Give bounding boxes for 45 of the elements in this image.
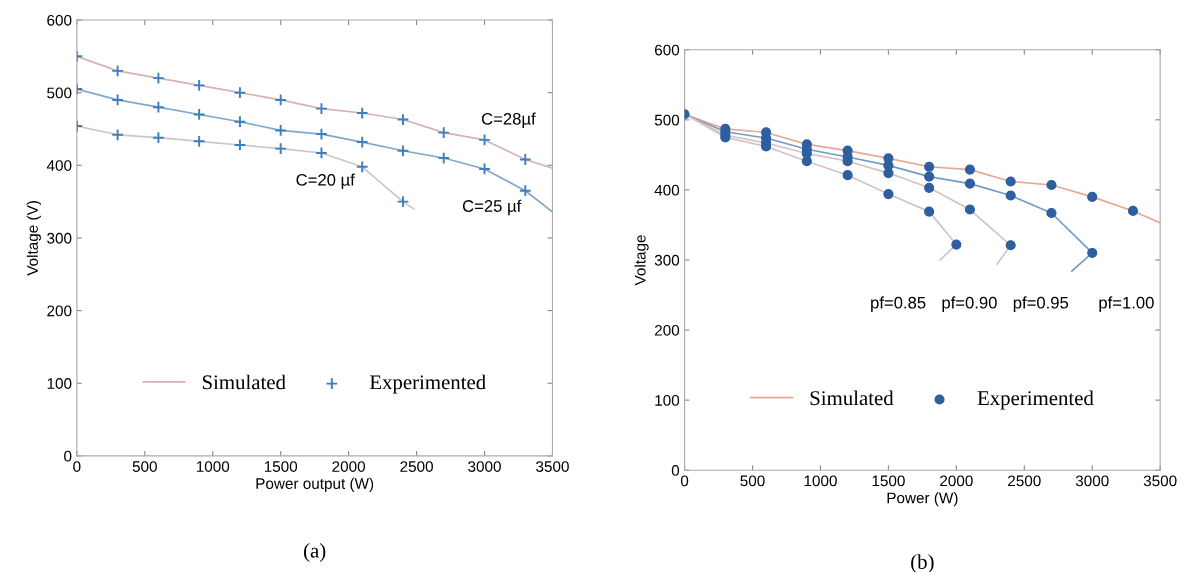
y-tick-label: 0: [64, 450, 72, 462]
y-tick-label: 500: [654, 114, 680, 126]
y-tick-label: 600: [655, 44, 680, 56]
x-tick-label: 1500: [264, 461, 298, 472]
y-axis-title: Voltage: [634, 235, 649, 286]
x-tick-label: 0: [680, 475, 689, 487]
x-axis-title: Power output (W): [256, 477, 374, 493]
legend-label: Experimented: [369, 374, 486, 394]
annotation: pf=0.95: [1013, 296, 1069, 312]
y-tick-label: 100: [655, 394, 680, 406]
x-tick-label: 2500: [400, 461, 433, 472]
x-tick-label: 500: [132, 461, 157, 472]
legend-label: Simulated: [810, 390, 894, 406]
text: (a): [304, 543, 326, 562]
annotation: pf=0.90: [942, 296, 997, 312]
legend-label: Experimented: [977, 390, 1094, 410]
x-tick-label: 1500: [872, 475, 905, 487]
x-tick-label: 3000: [1075, 475, 1109, 487]
annotation: C=25 µf: [462, 199, 522, 216]
annotation: pf=0.85: [871, 296, 926, 312]
x-tick-label: 2000: [940, 475, 973, 487]
x-tick-label: 3000: [468, 461, 501, 472]
x-tick-label: 2000: [332, 461, 366, 472]
x-tick-label: 1000: [196, 461, 230, 472]
y-tick-label: 200: [654, 324, 680, 336]
y-tick-label: 300: [47, 232, 72, 244]
annotation: C=20 µf: [296, 173, 355, 190]
annotation: C=28µf: [481, 112, 536, 129]
y-tick-label: 200: [47, 305, 72, 317]
y-tick-label: 300: [654, 254, 680, 266]
y-axis-title: Voltage (V): [26, 201, 41, 276]
y-tick-label: 400: [46, 160, 72, 171]
annotation: pf=1.00: [1099, 296, 1154, 312]
x-tick-label: 0: [73, 461, 81, 472]
y-tick-label: 500: [47, 87, 72, 99]
x-tick-label: 1000: [804, 475, 837, 487]
legend-label: Simulated: [202, 374, 286, 390]
x-tick-label: 2500: [1008, 475, 1041, 487]
y-tick-label: 400: [654, 184, 680, 196]
x-tick-label: 3500: [536, 461, 569, 472]
x-tick-label: 500: [740, 475, 765, 487]
y-tick-label: 600: [47, 14, 72, 26]
x-axis-title: Power (W): [887, 492, 958, 507]
y-tick-label: 100: [47, 378, 72, 389]
x-tick-label: 3500: [1143, 475, 1177, 487]
